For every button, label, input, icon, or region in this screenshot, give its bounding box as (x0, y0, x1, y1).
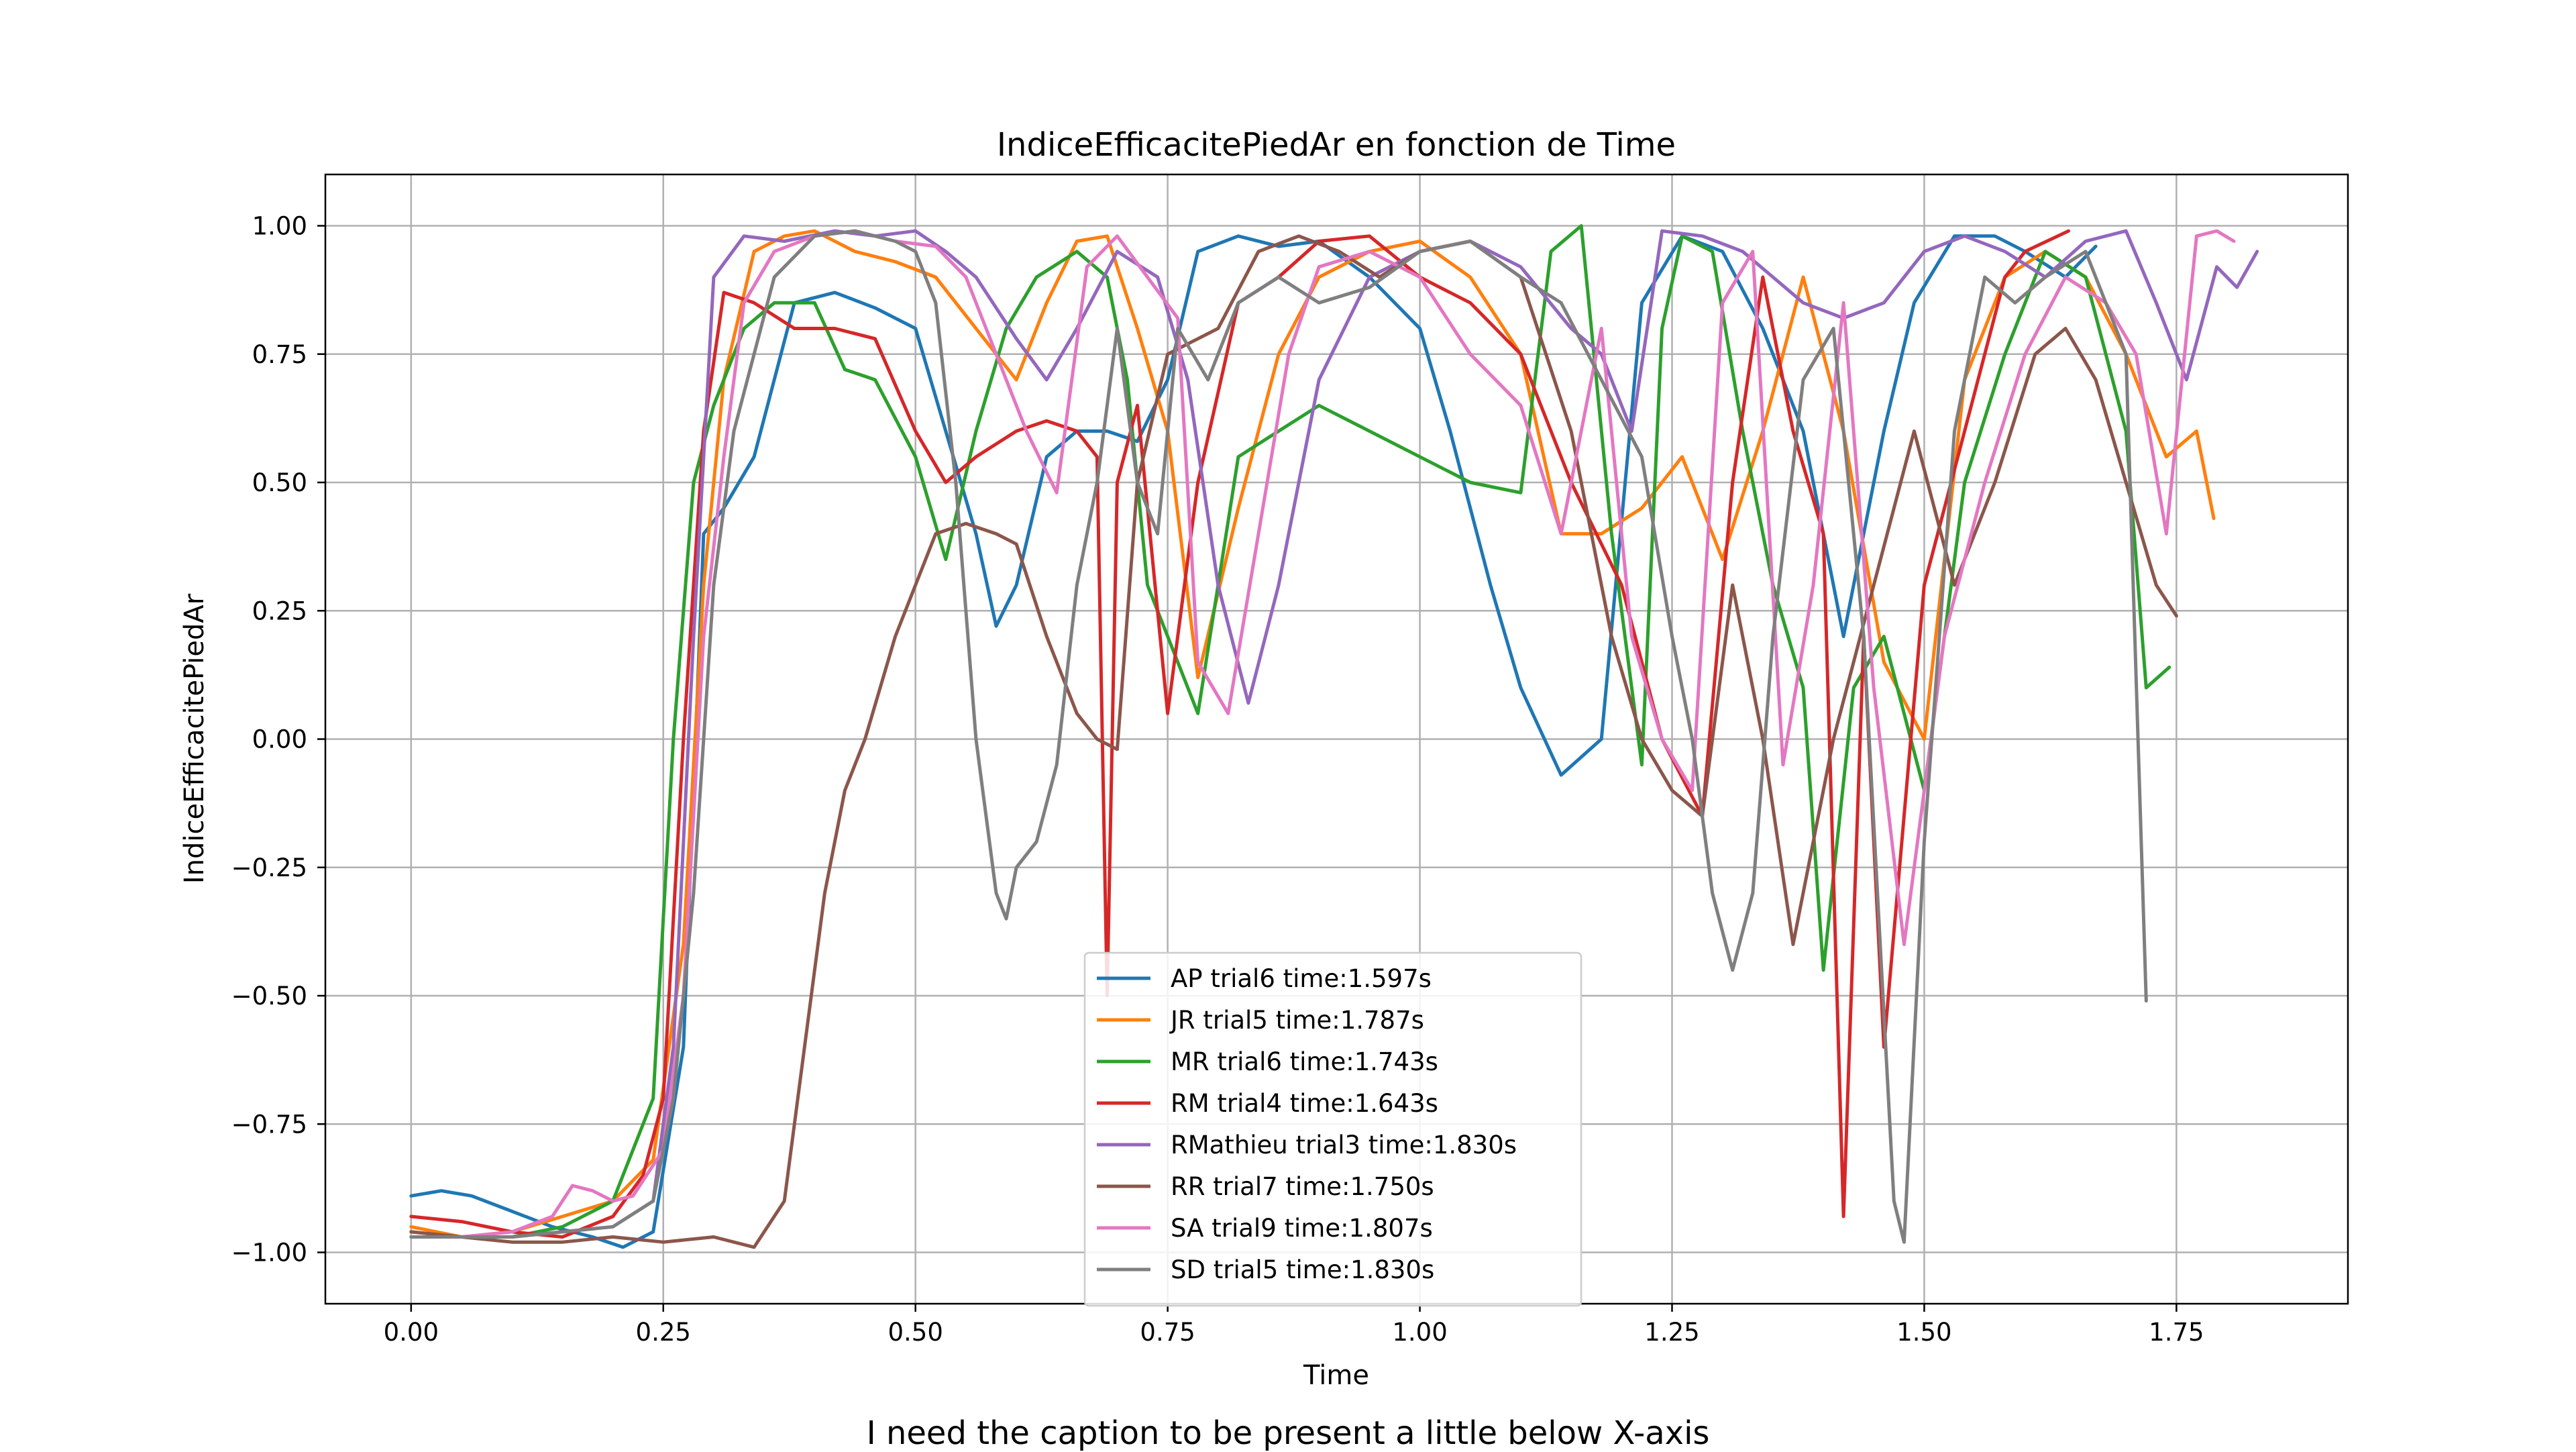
y-tick-label: 0.50 (252, 468, 307, 497)
x-tick-label: 1.25 (1644, 1318, 1699, 1347)
y-tick-label: −1.00 (231, 1239, 307, 1267)
grid-lines (325, 174, 2348, 1304)
x-tick-label: 0.25 (636, 1318, 691, 1347)
figure-caption: I need the caption to be present a littl… (866, 1414, 1710, 1452)
legend-box (1083, 951, 1582, 1307)
legend-label: JR trial5 time:1.787s (1169, 1006, 1424, 1035)
legend-label: RM trial4 time:1.643s (1171, 1089, 1438, 1118)
x-tick-label: 1.75 (2149, 1318, 2204, 1347)
series-line-7 (409, 229, 2148, 1244)
legend-label: AP trial6 time:1.597s (1171, 964, 1432, 993)
series-line-0 (409, 234, 2098, 1249)
y-tick-label: 0.75 (252, 340, 307, 369)
x-tick-label: 0.50 (888, 1318, 943, 1347)
legend: AP trial6 time:1.597s JR trial5 time:1.78… (1083, 951, 1582, 1307)
y-tick-label: −0.75 (231, 1110, 307, 1139)
chart-title: IndiceEfficacitePiedAr en fonction de Ti… (997, 126, 1676, 164)
series-line-4 (409, 229, 2259, 1239)
x-tick-label: 0.00 (384, 1318, 439, 1347)
y-tick-label: 0.00 (252, 725, 307, 754)
axis-ticks: 0.00 0.25 0.50 0.75 1.00 1.25 1.50 1.75 −1.00 −0.… (231, 212, 2204, 1347)
y-tick-label: −0.50 (231, 982, 307, 1010)
series-line-1 (409, 229, 2216, 1239)
x-axis-label: Time (1303, 1360, 1369, 1391)
series-lines (409, 224, 2259, 1249)
y-tick-label: 0.25 (252, 597, 307, 625)
legend-label: MR trial6 time:1.743s (1171, 1047, 1438, 1076)
y-axis-label: IndiceEfficacitePiedAr (179, 593, 210, 884)
legend-label: RMathieu trial3 time:1.830s (1171, 1131, 1517, 1159)
legend-label: SA trial9 time:1.807s (1171, 1214, 1433, 1243)
y-tick-label: −0.25 (231, 853, 307, 882)
x-tick-label: 1.00 (1392, 1318, 1447, 1347)
x-tick-label: 0.75 (1140, 1318, 1195, 1347)
legend-label: SD trial5 time:1.830s (1171, 1255, 1434, 1284)
x-tick-label: 1.50 (1896, 1318, 1951, 1347)
y-tick-label: 1.00 (252, 212, 307, 241)
series-line-5 (409, 234, 2178, 1249)
legend-label: RR trial7 time:1.750s (1171, 1172, 1434, 1201)
